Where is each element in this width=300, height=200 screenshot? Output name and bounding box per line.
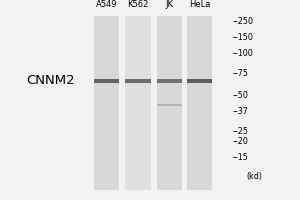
Bar	[183, 16, 186, 190]
Bar	[157, 104, 182, 106]
Text: --15: --15	[232, 154, 248, 162]
Text: CNNM2: CNNM2	[27, 74, 75, 88]
Bar	[125, 16, 151, 190]
Text: (kd): (kd)	[246, 171, 262, 180]
Text: --20: --20	[232, 136, 248, 146]
Text: JK: JK	[166, 0, 173, 9]
Text: HeLa: HeLa	[189, 0, 210, 9]
Text: --50: --50	[232, 90, 248, 99]
Bar	[94, 16, 119, 190]
Text: K562: K562	[127, 0, 149, 9]
Bar	[187, 79, 212, 83]
Bar	[187, 16, 212, 190]
Bar	[94, 79, 119, 83]
Text: --25: --25	[232, 127, 248, 136]
Bar	[157, 16, 182, 190]
Text: --100: --100	[232, 48, 253, 58]
Bar	[152, 16, 155, 190]
Text: --75: --75	[232, 68, 248, 77]
Bar	[157, 79, 182, 83]
Bar	[120, 16, 124, 190]
Text: --250: --250	[232, 17, 254, 25]
Bar	[125, 79, 151, 83]
Text: --37: --37	[232, 106, 248, 116]
Text: A549: A549	[96, 0, 117, 9]
Text: --150: --150	[232, 32, 254, 42]
